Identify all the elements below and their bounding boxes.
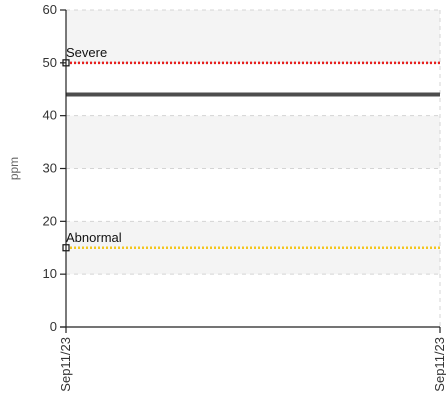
y-tick-label: 60 [43, 2, 57, 17]
background-band [66, 168, 440, 222]
axes [60, 9, 441, 333]
y-tick-label: 50 [43, 55, 57, 70]
background-band [66, 274, 440, 327]
y-tick-label: 10 [43, 266, 57, 281]
background-band [66, 221, 440, 275]
y-tick-label: 30 [43, 161, 57, 176]
y-tick-label: 0 [50, 319, 57, 334]
axis-labels: 0 10 20 30 40 50 60 Sep11/23 Sep11/23 ppm [7, 2, 446, 392]
threshold-label-abnormal: Abnormal [66, 230, 122, 245]
background-bands [66, 10, 440, 327]
threshold-label-severe: Severe [66, 45, 107, 60]
background-band [66, 115, 440, 169]
background-band [66, 10, 440, 63]
y-tick-label: 20 [43, 213, 57, 228]
x-tick-label: Sep11/23 [432, 337, 446, 392]
background-band [66, 62, 440, 116]
x-tick-label: Sep11/23 [58, 337, 73, 392]
threshold-lines: Severe Abnormal [62, 45, 440, 252]
y-axis-title: ppm [7, 157, 21, 180]
y-tick-label: 40 [43, 108, 57, 123]
